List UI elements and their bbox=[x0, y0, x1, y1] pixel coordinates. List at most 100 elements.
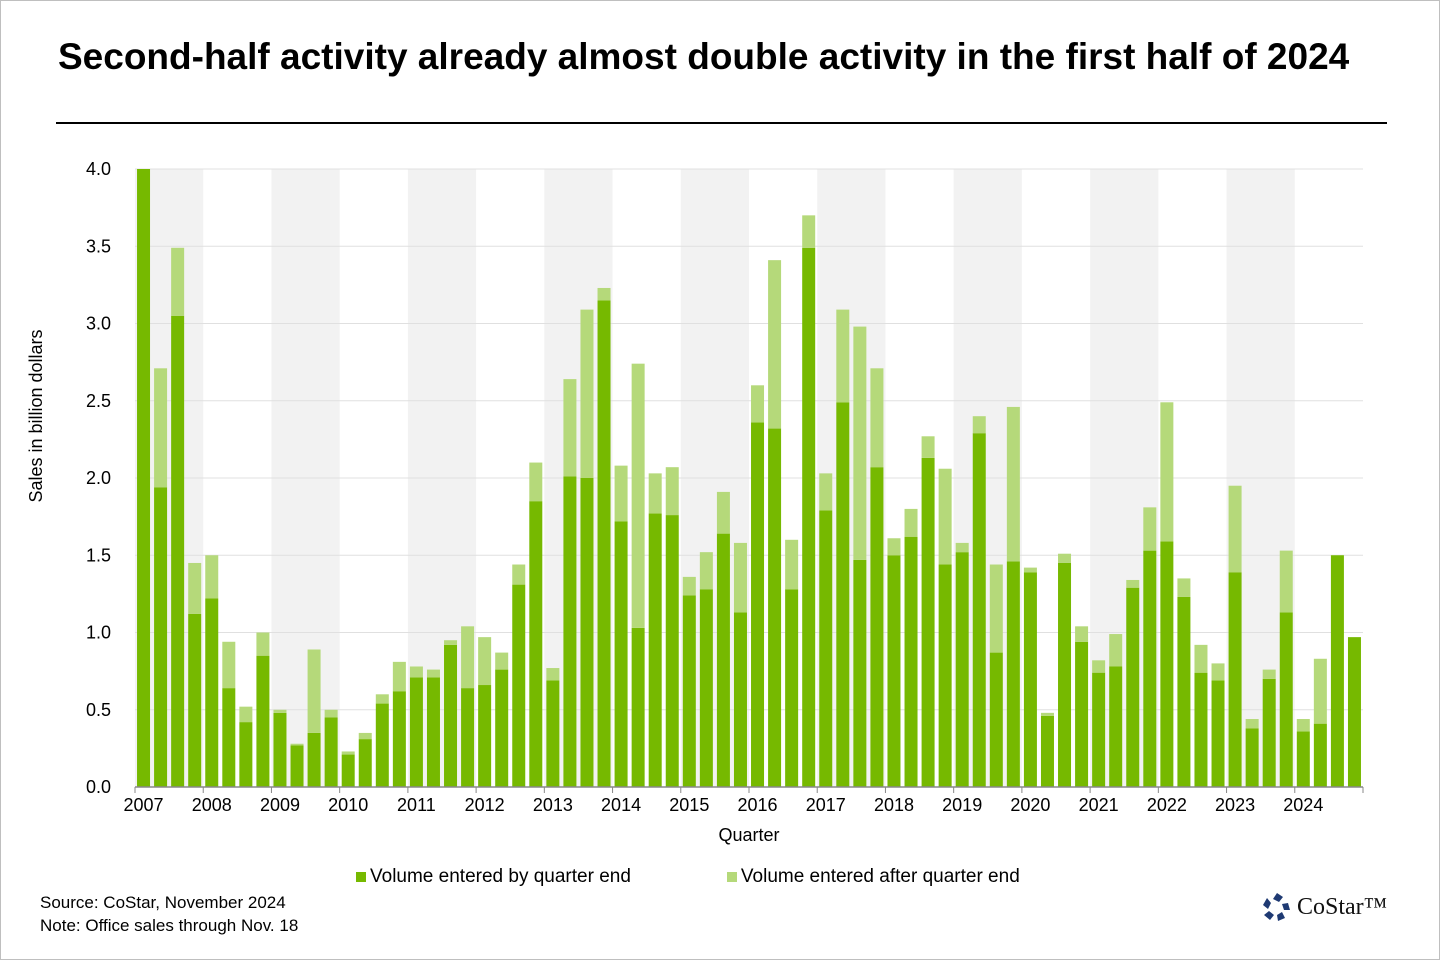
y-tick-label: 1.5 bbox=[86, 545, 111, 565]
legend-swatch bbox=[356, 872, 366, 882]
bar-after-quarter-end bbox=[529, 462, 543, 502]
bar-after-quarter-end bbox=[1023, 567, 1037, 573]
bar-after-quarter-end bbox=[682, 576, 696, 596]
bar-by-quarter-end bbox=[631, 627, 645, 787]
bar-by-quarter-end bbox=[1313, 723, 1327, 787]
bar-after-quarter-end bbox=[1109, 634, 1123, 667]
bar-after-quarter-end bbox=[1262, 669, 1276, 679]
bar-after-quarter-end bbox=[853, 326, 867, 560]
bar-by-quarter-end bbox=[1262, 678, 1276, 787]
chart-title: Second-half activity already almost doub… bbox=[58, 36, 1350, 77]
bar-by-quarter-end bbox=[1296, 731, 1310, 787]
legend-swatch bbox=[726, 872, 737, 882]
y-axis-label: Sales in billion dollars bbox=[26, 329, 46, 502]
bar-by-quarter-end bbox=[307, 732, 321, 787]
bar-by-quarter-end bbox=[802, 247, 816, 788]
legend-item-by-quarter-end: Volume entered by quarter end bbox=[356, 866, 631, 888]
y-tick-label: 0.5 bbox=[86, 700, 111, 720]
source-note: Source: CoStar, November 2024 bbox=[40, 893, 286, 912]
bar-by-quarter-end bbox=[733, 612, 747, 787]
x-tick-label: 2012 bbox=[465, 795, 505, 815]
bar-after-quarter-end bbox=[972, 416, 986, 434]
bar-after-quarter-end bbox=[512, 564, 526, 585]
bar-by-quarter-end bbox=[665, 515, 679, 787]
y-tick-label: 2.0 bbox=[86, 468, 111, 488]
bar-after-quarter-end bbox=[631, 363, 645, 628]
bar-by-quarter-end bbox=[1075, 641, 1089, 787]
bar-by-quarter-end bbox=[188, 613, 202, 787]
x-tick-label: 2021 bbox=[1079, 795, 1119, 815]
bar-after-quarter-end bbox=[989, 564, 1003, 653]
bar-after-quarter-end bbox=[205, 555, 219, 599]
bar-after-quarter-end bbox=[955, 542, 969, 553]
bar-by-quarter-end bbox=[341, 754, 355, 787]
bar-after-quarter-end bbox=[1075, 626, 1089, 642]
bar-by-quarter-end bbox=[495, 669, 509, 787]
x-tick-label: 2019 bbox=[942, 795, 982, 815]
x-tick-label: 2024 bbox=[1283, 795, 1323, 815]
bar-by-quarter-end bbox=[1211, 680, 1225, 787]
bar-by-quarter-end bbox=[358, 739, 372, 787]
y-tick-label: 1.0 bbox=[86, 623, 111, 643]
bar-after-quarter-end bbox=[836, 309, 850, 403]
bar-after-quarter-end bbox=[1245, 719, 1259, 729]
bar-by-quarter-end bbox=[1023, 572, 1037, 787]
bar-by-quarter-end bbox=[1194, 672, 1208, 787]
bar-after-quarter-end bbox=[307, 649, 321, 733]
bar-after-quarter-end bbox=[802, 215, 816, 248]
bar-after-quarter-end bbox=[1313, 658, 1327, 724]
bar-by-quarter-end bbox=[887, 555, 901, 787]
bar-by-quarter-end bbox=[375, 703, 389, 787]
bar-after-quarter-end bbox=[733, 542, 747, 613]
logo-text: CoStar™ bbox=[1297, 893, 1388, 920]
x-tick-label: 2017 bbox=[806, 795, 846, 815]
bar-after-quarter-end bbox=[1228, 485, 1242, 573]
bar-after-quarter-end bbox=[716, 491, 730, 534]
bar-after-quarter-end bbox=[921, 436, 935, 458]
bar-by-quarter-end bbox=[154, 487, 168, 787]
bar-by-quarter-end bbox=[1126, 587, 1140, 787]
bar-after-quarter-end bbox=[768, 260, 782, 429]
bar-after-quarter-end bbox=[239, 706, 253, 723]
bar-after-quarter-end bbox=[358, 732, 372, 740]
bar-after-quarter-end bbox=[563, 379, 577, 477]
bar-by-quarter-end bbox=[955, 552, 969, 787]
bar-by-quarter-end bbox=[1109, 666, 1123, 787]
bar-after-quarter-end bbox=[751, 385, 765, 423]
bar-after-quarter-end bbox=[409, 666, 423, 678]
bar-after-quarter-end bbox=[1126, 579, 1140, 588]
bar-by-quarter-end bbox=[1006, 561, 1020, 787]
bar-by-quarter-end bbox=[461, 688, 475, 787]
costar-star-icon bbox=[1263, 893, 1290, 921]
bar-by-quarter-end bbox=[716, 533, 730, 787]
bar-by-quarter-end bbox=[1058, 562, 1072, 787]
title-rule bbox=[56, 122, 1387, 124]
bar-by-quarter-end bbox=[768, 428, 782, 787]
bar-after-quarter-end bbox=[1177, 578, 1191, 597]
y-tick-label: 0.0 bbox=[86, 777, 111, 797]
bar-after-quarter-end bbox=[154, 368, 168, 488]
y-tick-label: 4.0 bbox=[86, 159, 111, 179]
x-tick-label: 2011 bbox=[397, 795, 436, 815]
bar-after-quarter-end bbox=[1092, 660, 1106, 673]
bar-by-quarter-end bbox=[256, 655, 270, 787]
bar-after-quarter-end bbox=[290, 743, 304, 746]
bar-after-quarter-end bbox=[1006, 406, 1020, 562]
bar-after-quarter-end bbox=[1296, 719, 1310, 732]
bar-by-quarter-end bbox=[699, 589, 713, 787]
bar-by-quarter-end bbox=[529, 501, 543, 787]
bar-after-quarter-end bbox=[1058, 553, 1072, 563]
bar-by-quarter-end bbox=[1160, 541, 1174, 787]
bar-after-quarter-end bbox=[222, 641, 236, 689]
bar-by-quarter-end bbox=[682, 595, 696, 787]
y-tick-label: 2.5 bbox=[86, 391, 111, 411]
bar-by-quarter-end bbox=[1040, 715, 1054, 787]
bar-by-quarter-end bbox=[171, 315, 185, 787]
costar-logo: CoStar™ bbox=[1261, 891, 1387, 923]
bar-by-quarter-end bbox=[205, 598, 219, 787]
y-tick-label: 3.0 bbox=[86, 314, 111, 334]
bar-after-quarter-end bbox=[495, 652, 509, 670]
bar-by-quarter-end bbox=[239, 722, 253, 787]
bar-after-quarter-end bbox=[375, 694, 389, 704]
